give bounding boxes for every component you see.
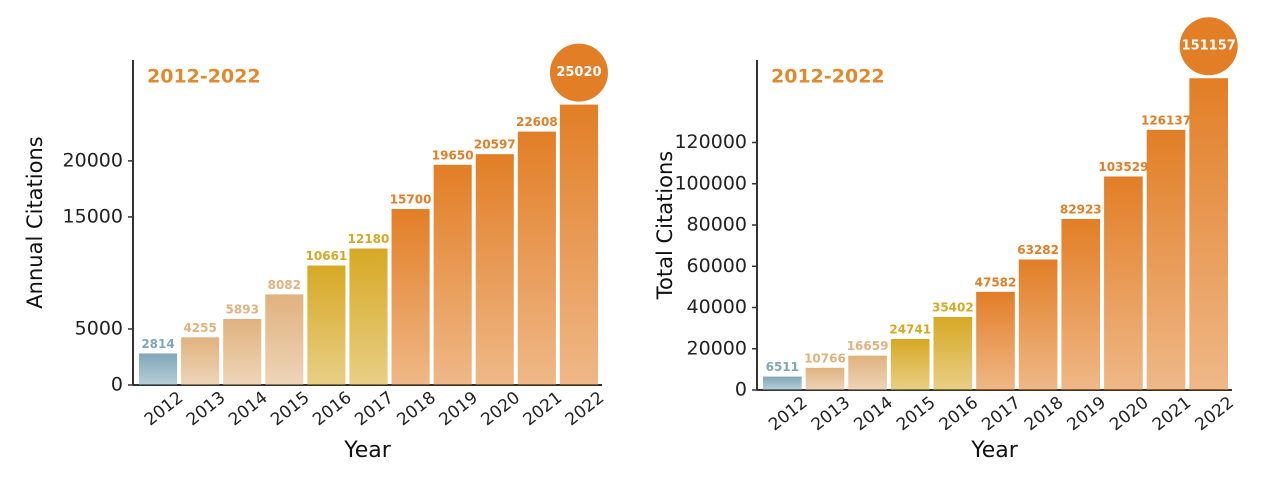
bar (933, 316, 973, 390)
x-tick-label: 2014 (225, 388, 271, 430)
bar (433, 164, 472, 385)
x-tick-label: 2016 (936, 393, 982, 435)
value-label: 19650 (432, 148, 474, 162)
subtitle: 2012-2022 (147, 66, 261, 88)
bar (265, 294, 304, 385)
x-tick-label: 2022 (562, 388, 608, 430)
y-axis-title: Total Citations (653, 151, 677, 301)
bar (559, 104, 598, 385)
value-label: 126137 (1141, 113, 1191, 127)
bar (181, 337, 220, 385)
x-tick-label: 2014 (850, 393, 896, 435)
bar (475, 154, 514, 385)
y-tick-label: 0 (735, 379, 747, 401)
x-tick-label: 2015 (893, 393, 939, 435)
y-tick-label: 120000 (674, 131, 747, 153)
bar (223, 318, 262, 385)
value-label: 103529 (1098, 160, 1148, 174)
value-label: 22608 (516, 115, 558, 129)
bar (139, 353, 178, 385)
value-label: 15700 (390, 193, 432, 207)
x-axis-title: Year (970, 438, 1019, 463)
bar (517, 131, 556, 385)
bar (1104, 176, 1143, 390)
value-label: 24741 (889, 322, 931, 336)
value-label: 10661 (306, 249, 348, 263)
x-tick-label: 2019 (435, 388, 481, 430)
x-tick-label: 2017 (978, 393, 1024, 435)
highlight-badge (549, 43, 608, 102)
y-tick-label: 0 (111, 374, 123, 396)
bar (848, 355, 887, 390)
value-label: 63282 (1017, 243, 1059, 257)
y-tick-label: 80000 (687, 214, 747, 236)
x-tick-label: 2017 (351, 388, 397, 430)
value-label: 6511 (766, 360, 799, 374)
value-label: 4255 (183, 321, 216, 335)
y-tick-label: 40000 (687, 296, 747, 318)
value-label: 25020 (556, 65, 601, 80)
x-tick-label: 2013 (808, 393, 854, 435)
x-tick-label: 2018 (393, 388, 439, 430)
bar (349, 248, 388, 385)
x-tick-label: 2012 (141, 388, 187, 430)
bar (763, 376, 802, 390)
value-label: 8082 (268, 278, 301, 292)
y-tick-label: 5000 (75, 317, 123, 339)
y-tick-label: 60000 (687, 255, 747, 277)
value-label: 151157 (1182, 39, 1236, 54)
y-tick-label: 100000 (674, 172, 747, 194)
x-tick-label: 2020 (1106, 393, 1152, 435)
bar (1061, 218, 1101, 390)
value-label: 16659 (847, 339, 889, 353)
subtitle: 2012-2022 (771, 66, 885, 88)
value-label: 2814 (141, 337, 174, 351)
value-label: 5893 (226, 302, 259, 316)
value-label: 47582 (975, 275, 1017, 289)
x-tick-label: 2020 (478, 388, 524, 430)
bar (1189, 78, 1228, 391)
x-tick-label: 2021 (1149, 393, 1195, 435)
x-tick-label: 2016 (309, 388, 355, 430)
y-tick-label: 20000 (63, 149, 123, 171)
bar (391, 209, 430, 385)
y-axis-title: Annual Citations (23, 136, 47, 308)
x-tick-label: 2019 (1064, 393, 1110, 435)
bar (307, 265, 346, 385)
x-tick-label: 2015 (267, 388, 313, 430)
x-tick-label: 2013 (183, 388, 229, 430)
x-axis-title: Year (343, 438, 392, 463)
x-tick-label: 2022 (1191, 393, 1237, 435)
x-tick-label: 2012 (765, 393, 811, 435)
y-tick-label: 20000 (687, 337, 747, 359)
value-label: 82923 (1060, 202, 1102, 216)
value-label: 12180 (348, 232, 390, 246)
value-label: 10766 (804, 351, 846, 365)
x-tick-label: 2021 (520, 388, 566, 430)
bar (1018, 259, 1058, 390)
highlight-badge (1179, 17, 1238, 76)
value-label: 20597 (474, 138, 516, 152)
bar (805, 367, 845, 390)
bar (1146, 129, 1186, 390)
value-label: 35402 (932, 300, 974, 314)
y-tick-label: 15000 (63, 205, 123, 227)
x-tick-label: 2018 (1021, 393, 1067, 435)
bar (890, 338, 930, 390)
bar (976, 291, 1015, 390)
